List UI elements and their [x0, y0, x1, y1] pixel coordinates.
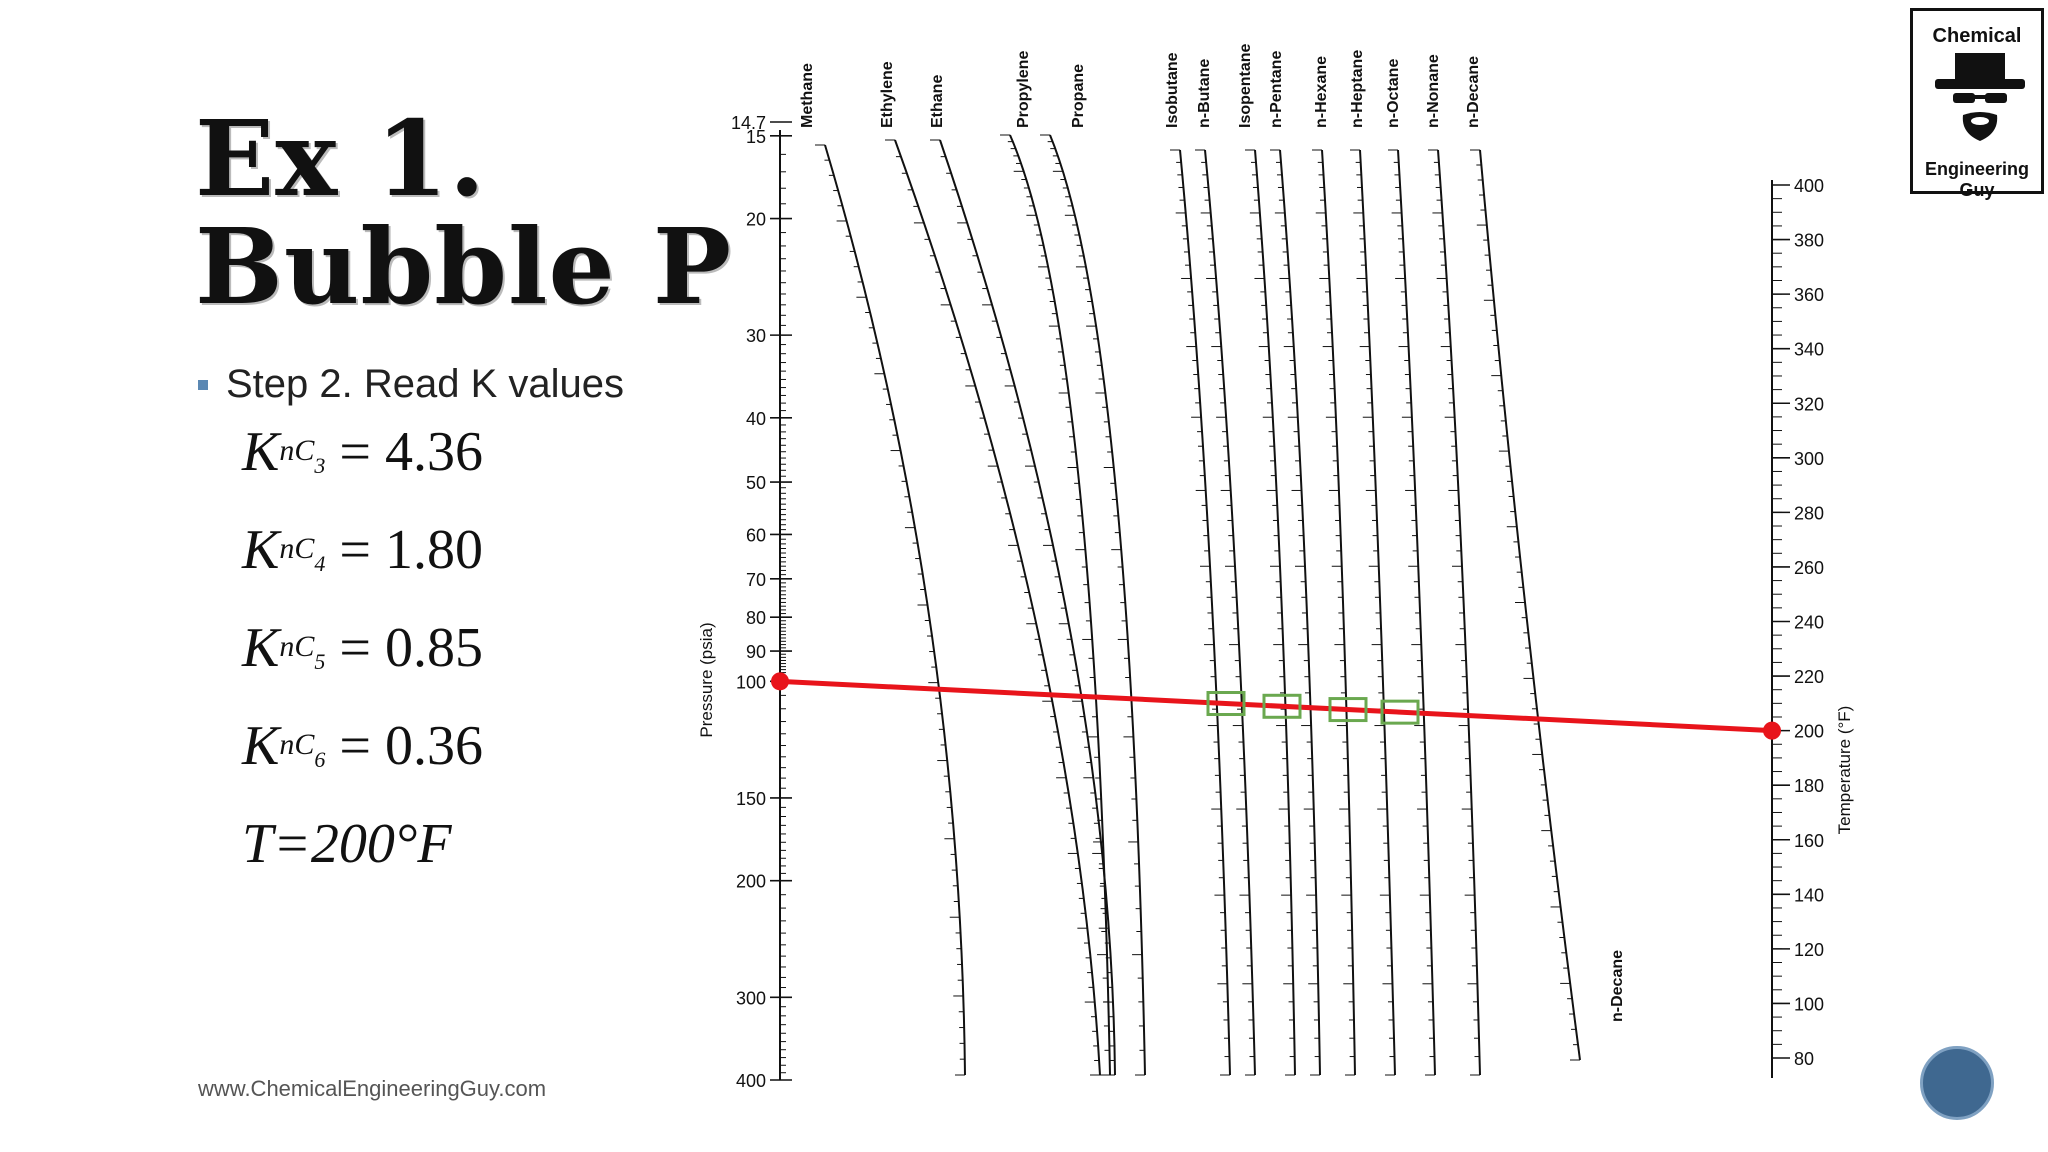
k-subscript: nC	[279, 532, 315, 565]
k-value: = 0.36	[339, 715, 483, 777]
k-reading-highlight-box	[1206, 691, 1246, 717]
temperature-tick-label: 280	[1794, 503, 1824, 523]
temperature-tick-label: 380	[1794, 231, 1824, 251]
component-scale-curve	[1254, 149, 1296, 1076]
component-label: Isopentane	[1237, 43, 1254, 128]
k-subscript: nC	[279, 728, 315, 761]
bullet-square-icon	[198, 379, 208, 390]
temperature-tick-label: 300	[1794, 449, 1824, 469]
component-label: n-Octane	[1385, 59, 1402, 128]
pressure-tick-label: 40	[746, 409, 766, 429]
temperature-tick-label: 320	[1794, 394, 1824, 414]
component-label: n-Heptane	[1349, 50, 1366, 128]
component-label: Propylene	[1015, 51, 1032, 128]
logo-line-2: Engineering Guy	[1924, 159, 2029, 200]
slide-nav-button[interactable]	[1920, 1046, 1994, 1120]
component-scale-curve	[1279, 149, 1321, 1076]
component-label: n-Hexane	[1313, 56, 1330, 128]
pressure-tick-label: 14.7	[731, 113, 766, 133]
component-label: n-Butane	[1196, 59, 1213, 128]
temperature-tick-label: 100	[1794, 994, 1824, 1014]
brand-logo: Chemical Engineering Guy	[1910, 8, 2044, 200]
k-value: = 4.36	[339, 421, 483, 483]
k-reading-highlight-box	[1328, 697, 1368, 723]
k-symbol: K	[242, 519, 280, 581]
component-label: n-Pentane	[1268, 51, 1285, 128]
component-scale-curve	[894, 139, 1101, 1076]
pressure-tick-label: 20	[746, 210, 766, 230]
temperature-value: T=200°F	[242, 813, 452, 875]
pressure-tick-label: 100	[736, 672, 766, 692]
temperature-equation: T=200°F	[242, 812, 483, 910]
component-label: Propane	[1070, 64, 1087, 128]
k-reading-highlight-box	[1262, 693, 1302, 719]
component-label: n-Nonane	[1425, 54, 1442, 128]
temperature-tick-label: 160	[1794, 831, 1824, 851]
bullet-item: Step 2. Read K values	[198, 362, 624, 407]
component-scale-curve	[1479, 149, 1581, 1061]
title-line-2: Bubble P	[195, 205, 733, 328]
component-scale-curve	[1437, 149, 1481, 1076]
temperature-tick-label: 200	[1794, 722, 1824, 742]
temperature-tick-label: 360	[1794, 285, 1824, 305]
k-value: = 1.80	[339, 519, 483, 581]
k-sub-subscript: 4	[314, 551, 326, 576]
hat-face-icon	[1935, 53, 2025, 141]
temperature-reading-dot	[1763, 721, 1781, 740]
title-line-1: Ex 1.	[195, 97, 487, 220]
temperature-tick-label: 240	[1794, 613, 1824, 633]
bottom-component-label: n-Decane	[1609, 950, 1626, 1022]
pressure-tick-label: 70	[746, 570, 766, 590]
temperature-tick-label: 220	[1794, 667, 1824, 687]
pressure-tick-label: 300	[736, 988, 766, 1008]
k-value: = 0.85	[339, 617, 483, 679]
pressure-tick-label: 30	[746, 326, 766, 346]
k-sub-subscript: 6	[314, 747, 326, 772]
pressure-tick-label: 400	[736, 1071, 766, 1091]
pressure-tick-label: 60	[746, 525, 766, 545]
k-sub-subscript: 3	[314, 453, 326, 478]
temperature-axis-label: Temperature (°F)	[1835, 706, 1854, 835]
k-symbol: K	[242, 421, 280, 483]
pressure-tick-label: 80	[746, 608, 766, 628]
component-label: n-Decane	[1465, 56, 1482, 128]
slide-title: Ex 1. Bubble P	[195, 105, 732, 321]
k-symbol: K	[242, 617, 280, 679]
pressure-tick-label: 200	[736, 872, 766, 892]
k-symbol: K	[242, 715, 280, 777]
temperature-tick-label: 120	[1794, 940, 1824, 960]
k-reading-highlight-box	[1380, 699, 1420, 725]
k-sub-subscript: 5	[314, 649, 326, 674]
logo-line-1: Chemical	[1932, 25, 2022, 47]
component-scale-curve	[1179, 149, 1231, 1076]
component-scale-curve	[1009, 134, 1111, 1076]
temperature-tick-label: 140	[1794, 885, 1824, 905]
pressure-tick-label: 15	[746, 127, 766, 147]
pressure-axis-label: Pressure (psia)	[697, 622, 716, 737]
footer-url[interactable]: www.ChemicalEngineeringGuy.com	[198, 1076, 547, 1101]
pressure-reading-dot	[771, 672, 789, 691]
pressure-tick-label: 50	[746, 473, 766, 493]
pressure-tick-label: 150	[736, 789, 766, 809]
component-label: Isobutane	[1164, 52, 1181, 128]
k-subscript: nC	[279, 434, 315, 467]
temperature-tick-label: 180	[1794, 776, 1824, 796]
component-label: Methane	[799, 63, 816, 128]
temperature-tick-label: 400	[1794, 176, 1824, 196]
temperature-tick-label: 260	[1794, 558, 1824, 578]
temperature-tick-label: 80	[1794, 1049, 1814, 1069]
bullet-text: Step 2. Read K values	[226, 362, 625, 406]
temperature-tick-label: 340	[1794, 340, 1824, 360]
component-label: Ethylene	[879, 61, 896, 128]
k-subscript: nC	[279, 630, 315, 663]
component-label: Ethane	[929, 75, 946, 128]
reading-line	[779, 678, 1773, 734]
pressure-tick-label: 90	[746, 642, 766, 662]
